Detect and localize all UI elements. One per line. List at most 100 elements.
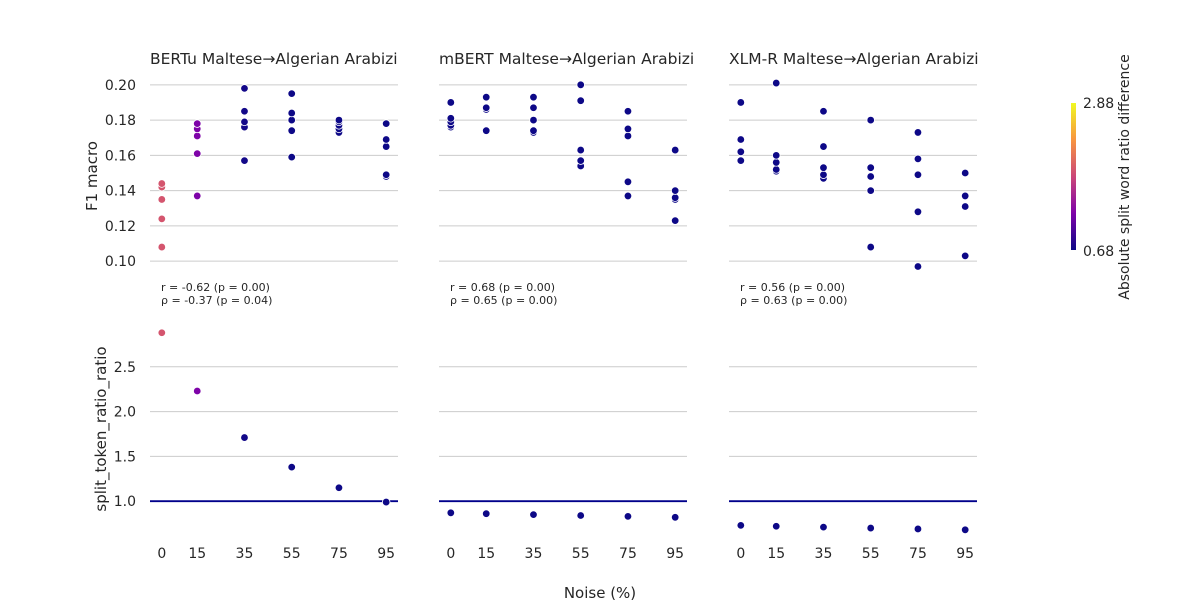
- stat-pearson: r = 0.68 (p = 0.00): [450, 281, 555, 294]
- stat-pearson: r = 0.56 (p = 0.00): [740, 281, 845, 294]
- data-point: [193, 119, 202, 128]
- data-point: [576, 156, 585, 165]
- stat-spearman: ρ = 0.65 (p = 0.00): [450, 294, 557, 307]
- data-point: [913, 170, 923, 179]
- data-point: [772, 78, 781, 88]
- data-point: [193, 191, 202, 201]
- data-point: [446, 98, 456, 107]
- colorbar-bar: [1071, 103, 1076, 250]
- data-point: [736, 147, 746, 157]
- data-point: [736, 98, 746, 107]
- data-point: [529, 92, 538, 102]
- data-point: [623, 107, 633, 116]
- data-point: [960, 202, 970, 211]
- data-point: [193, 131, 202, 141]
- figure-xlabel: Noise (%): [564, 584, 636, 600]
- data-point: [157, 214, 167, 224]
- y-tick-label: 0.10: [105, 254, 136, 270]
- x-tick-label: 55: [572, 546, 590, 562]
- x-tick-label: 0: [446, 546, 455, 562]
- data-point: [482, 126, 491, 135]
- panel-title: BERTu Maltese→Algerian Arabizi: [150, 50, 398, 68]
- data-point: [381, 142, 391, 151]
- data-point: [866, 242, 875, 252]
- data-point: [576, 96, 585, 105]
- data-point: [866, 523, 875, 533]
- data-point: [736, 521, 746, 530]
- stat-spearman: ρ = 0.63 (p = 0.00): [740, 294, 847, 307]
- top-ylabel: F1 macro: [83, 141, 101, 211]
- data-point: [193, 149, 202, 158]
- data-point: [913, 154, 923, 164]
- panel-title: XLM-R Maltese→Algerian Arabizi: [729, 50, 979, 68]
- x-tick-label: 55: [283, 546, 301, 562]
- data-point: [529, 510, 538, 519]
- data-point: [866, 115, 875, 125]
- y-tick-label: 0.20: [105, 78, 136, 94]
- data-point: [772, 151, 781, 160]
- data-point: [334, 483, 344, 492]
- data-point: [240, 156, 249, 165]
- data-point: [819, 170, 828, 179]
- y-tick-label: 1.0: [114, 494, 136, 510]
- y-tick-label: 2.5: [114, 360, 136, 376]
- x-tick-label: 75: [909, 546, 927, 562]
- data-point: [240, 117, 249, 127]
- colorbar-max-label: 2.88: [1083, 96, 1114, 112]
- data-point: [287, 108, 296, 118]
- x-tick-label: 15: [188, 546, 206, 562]
- panel-1: BERTu Maltese→Algerian Arabizi 0.10 0.12 0.…: [105, 50, 398, 562]
- data-point: [819, 522, 828, 532]
- y-tick-label: 0.12: [105, 219, 136, 235]
- y-tick-label: 0.14: [105, 184, 136, 200]
- data-point: [913, 207, 923, 216]
- data-point: [670, 145, 680, 155]
- data-point: [819, 163, 828, 172]
- data-point: [670, 513, 680, 522]
- x-tick-label: 95: [666, 546, 684, 562]
- y-tick-label: 0.18: [105, 113, 136, 129]
- data-point: [157, 179, 167, 188]
- data-point: [772, 165, 781, 174]
- x-tick-label: 35: [815, 546, 833, 562]
- data-point: [446, 114, 456, 123]
- data-point: [157, 242, 167, 252]
- data-point: [960, 525, 970, 535]
- data-point: [381, 119, 391, 128]
- y-tick-label: 0.16: [105, 148, 136, 164]
- y-tick-label: 1.5: [114, 449, 136, 465]
- colorbar-title: Absolute split word ratio difference: [1117, 54, 1133, 299]
- stat-spearman: ρ = -0.37 (p = 0.04): [161, 294, 272, 307]
- x-tick-label: 35: [236, 546, 254, 562]
- data-point: [482, 92, 491, 102]
- data-point: [913, 262, 923, 271]
- data-point: [772, 158, 781, 167]
- x-tick-label: 15: [767, 546, 785, 562]
- x-tick-label: 15: [477, 546, 495, 562]
- data-point: [866, 186, 875, 195]
- data-point: [334, 115, 344, 125]
- x-tick-label: 75: [619, 546, 637, 562]
- data-point: [866, 163, 875, 172]
- data-point: [960, 191, 970, 201]
- data-point: [529, 126, 538, 135]
- data-point: [623, 512, 633, 521]
- data-point: [381, 497, 391, 507]
- panel-2: mBERT Maltese→Algerian Arabizi r = 0.68 (…: [439, 50, 694, 562]
- panel-title: mBERT Maltese→Algerian Arabizi: [439, 50, 694, 68]
- data-point: [960, 168, 970, 178]
- data-point: [482, 509, 491, 518]
- bottom-ylabel: split_token_ratio_ratio: [92, 346, 111, 511]
- data-point: [736, 156, 746, 165]
- data-point: [482, 103, 491, 112]
- data-point: [157, 328, 167, 337]
- data-point: [913, 128, 923, 137]
- data-point: [623, 177, 633, 187]
- data-point: [772, 522, 781, 531]
- data-point: [529, 115, 538, 125]
- data-point: [446, 508, 456, 518]
- data-point: [819, 142, 828, 151]
- data-point: [670, 193, 680, 202]
- data-point: [576, 145, 585, 155]
